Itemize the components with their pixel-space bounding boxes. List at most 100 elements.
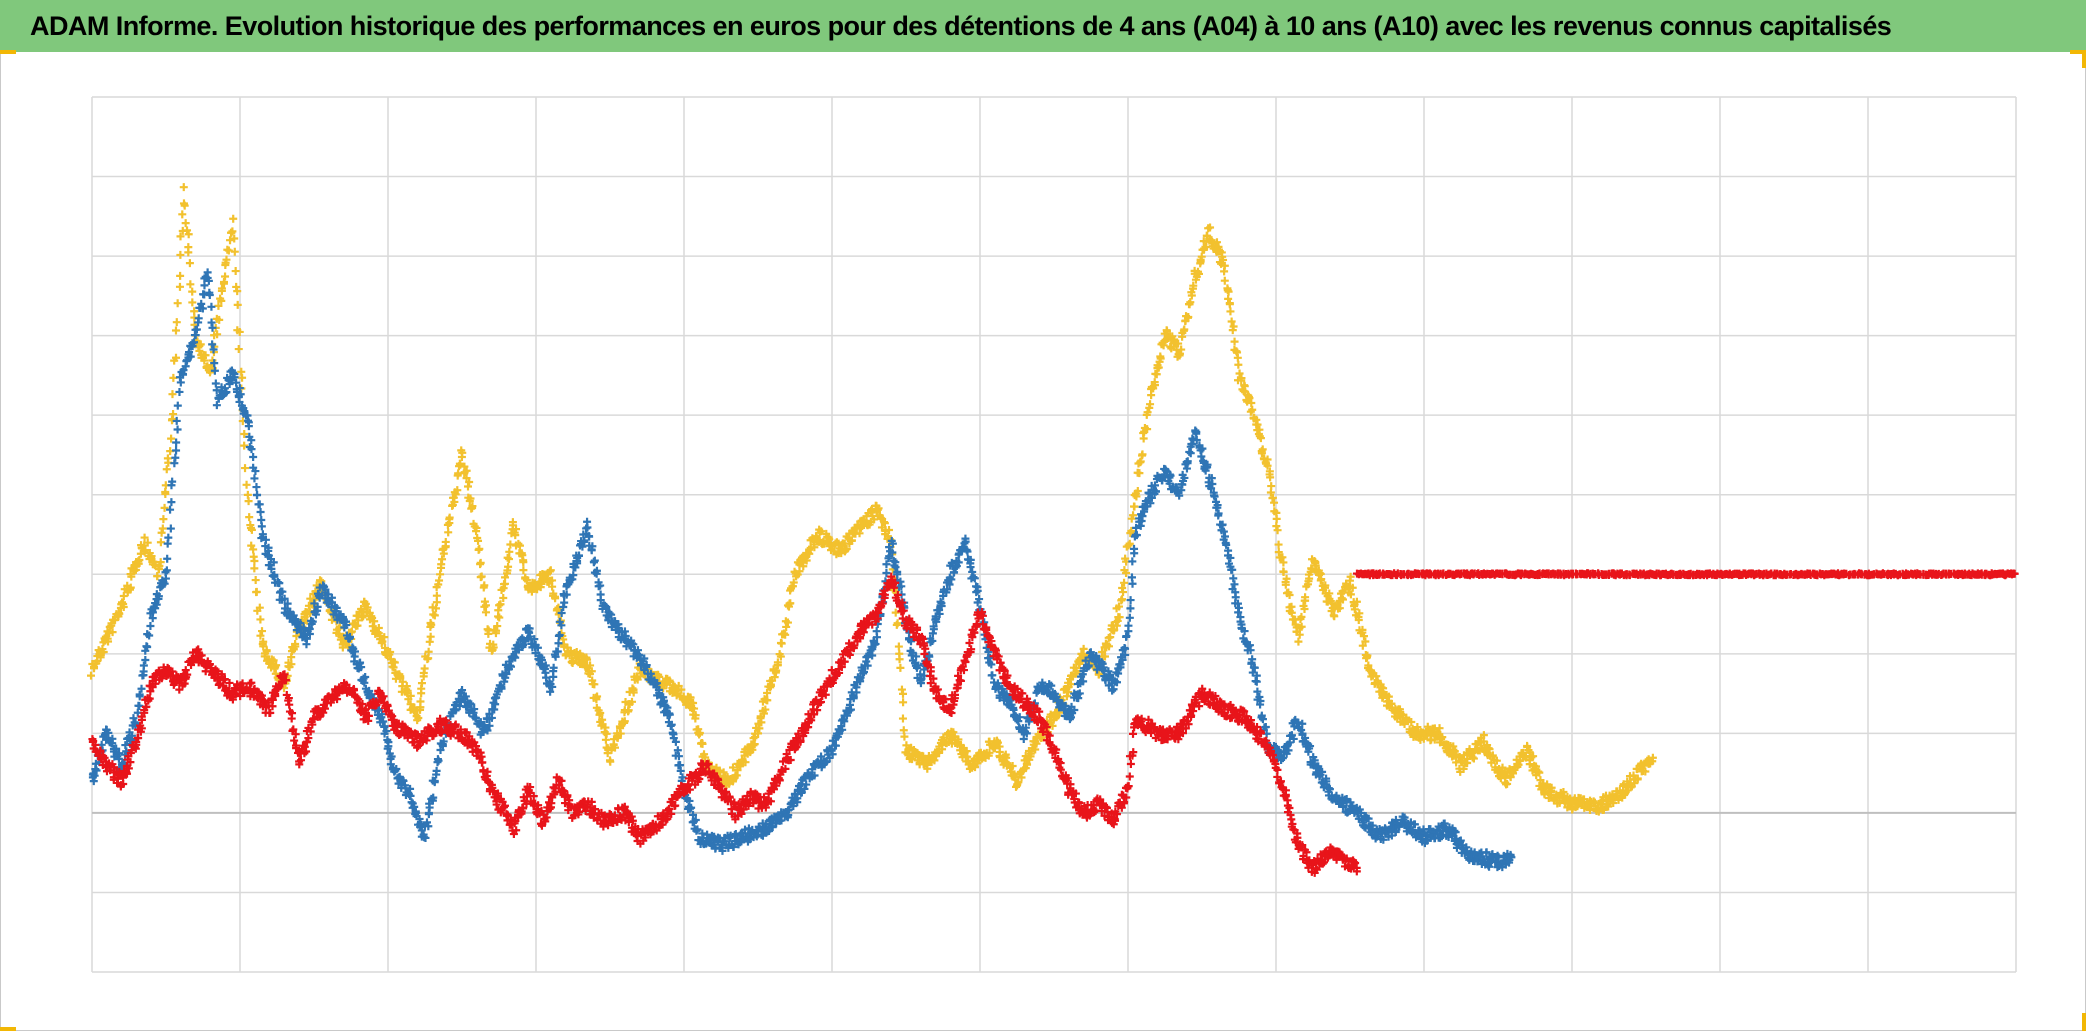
data-point-marker [776,652,785,661]
data-point-marker [181,219,190,228]
data-point-marker [361,672,370,681]
data-point-marker [241,464,250,473]
data-point-marker [107,621,116,630]
data-point-marker [1079,644,1088,653]
data-point-marker [1300,605,1309,614]
data-point-marker [515,541,524,550]
data-point-marker [932,617,941,626]
data-point-marker [1525,760,1534,769]
data-point-marker [627,697,636,706]
data-point-marker [139,661,148,670]
data-point-marker [451,490,460,499]
data-point-marker [253,491,262,500]
data-point-marker [252,483,261,492]
data-point-marker [614,620,623,629]
data-point-marker [766,680,775,689]
data-point-marker [481,601,490,610]
data-point-marker [230,373,239,382]
data-point-marker [261,535,270,544]
data-point-marker [571,563,580,572]
data-point-marker [250,557,259,566]
data-point-marker [750,740,759,749]
data-point-marker [264,546,273,555]
data-point-marker [453,471,462,480]
data-point-marker [655,672,664,681]
data-point-marker [1345,576,1354,585]
data-point-marker [432,591,441,600]
data-point-marker [184,248,193,257]
data-point-marker [190,338,199,347]
data-point-marker [240,429,249,438]
data-point-marker [496,600,505,609]
data-point-marker [507,662,516,671]
series-2 [88,572,1361,877]
data-point-marker [1227,317,1236,326]
data-point-marker [505,555,514,564]
data-point-marker [1224,287,1233,296]
data-point-marker [585,532,594,541]
data-point-marker [1115,613,1124,622]
data-point-marker [675,761,684,770]
scatter-series [87,183,2019,877]
data-point-marker [410,802,419,811]
data-point-marker [783,618,792,627]
data-point-marker [235,327,244,336]
data-point-marker [1279,558,1288,567]
data-point-marker [1535,768,1544,777]
data-point-marker [1235,369,1244,378]
data-point-marker [924,651,933,660]
data-point-marker [597,721,606,730]
data-point-marker [1268,494,1277,503]
data-point-marker [305,625,314,634]
data-point-marker [1206,223,1215,232]
data-point-marker [546,687,555,696]
data-point-marker [469,708,478,717]
data-point-marker [1228,326,1237,335]
data-point-marker [898,689,907,698]
data-point-marker [172,446,181,455]
data-point-marker [244,497,253,506]
data-point-marker [1272,514,1281,523]
data-point-marker [880,519,889,528]
data-point-marker [306,609,315,618]
data-point-marker [947,558,956,567]
data-point-marker [781,630,790,639]
data-point-marker [1219,255,1228,264]
data-point-marker [729,843,738,852]
data-point-marker [882,560,891,569]
data-point-marker [900,732,909,741]
data-point-marker [555,631,564,640]
data-point-marker [226,236,235,245]
data-point-marker [1529,752,1538,761]
data-point-marker [1125,613,1134,622]
data-point-marker [533,643,542,652]
data-point-marker [1174,339,1183,348]
data-point-marker [548,682,557,691]
data-point-marker [1224,294,1233,303]
data-point-marker [163,454,172,463]
data-point-marker [453,486,462,495]
data-point-marker [425,803,434,812]
data-point-marker [1233,353,1242,362]
data-point-marker [384,742,393,751]
data-point-marker [1321,581,1330,590]
data-point-marker [240,407,249,416]
data-point-marker [690,704,699,713]
data-point-marker [777,816,786,825]
data-point-marker [573,557,582,566]
data-point-marker [472,523,481,532]
data-point-marker [475,544,484,553]
data-point-marker [135,701,144,710]
data-point-marker [985,748,994,757]
data-point-marker [1463,759,1472,768]
data-point-marker [1547,783,1556,792]
data-point-marker [1234,360,1243,369]
data-point-marker [802,780,811,789]
data-point-marker [87,671,96,680]
data-point-marker [1138,450,1147,459]
data-point-marker [592,695,601,704]
data-point-marker [217,296,226,305]
data-point-marker [171,453,180,462]
data-point-marker [817,527,826,536]
data-point-marker [140,533,149,542]
